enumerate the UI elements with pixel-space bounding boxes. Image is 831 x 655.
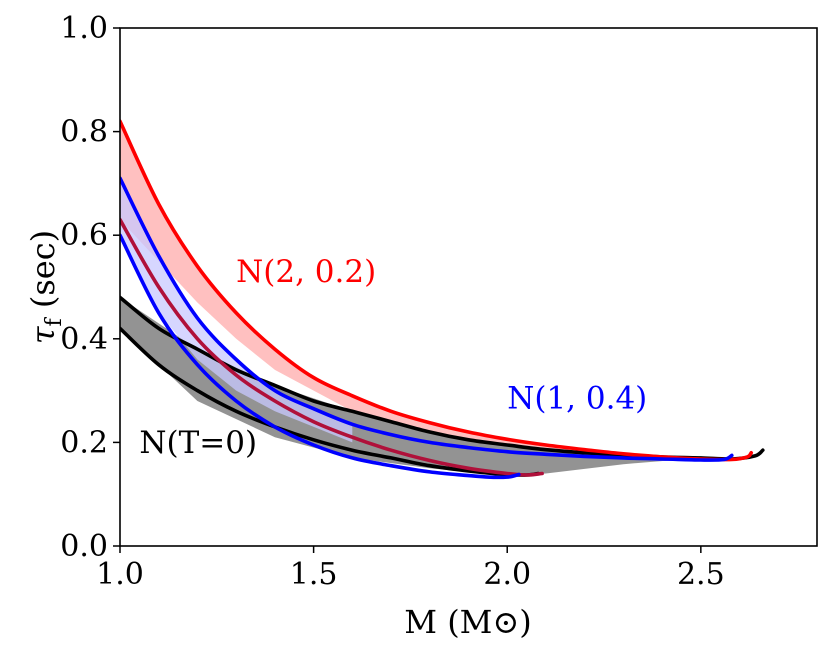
y-tick-label: 0.2 [60,425,108,460]
y-tick-label: 0.0 [60,529,108,564]
annotation-n-1-0-4: N(1, 0.4) [507,381,647,417]
series-layer [120,119,765,480]
y-axis: 0.0 0.2 0.4 0.6 0.8 1.0 [60,11,120,564]
y-tick-label: 0.8 [60,115,108,150]
x-tick-label: 1.0 [96,557,144,592]
x-axis: 1.0 1.5 2.0 2.5 [96,546,725,592]
x-tick-label: 1.5 [290,557,338,592]
series-line-n-2-0-2-3 [120,217,544,477]
y-tick-label: 0.4 [60,322,108,357]
x-tick-label: 2.5 [677,557,725,592]
y-tick-label: 1.0 [60,11,108,46]
series-line-n-1-0-4-4 [120,176,734,462]
annotation-n-2-0-2: N(2, 0.2) [236,254,376,290]
y-axis-title-subscript: f [42,316,67,326]
y-axis-title-unit: (sec) [24,230,62,318]
plot-frame [119,27,818,547]
band-t-0 [120,297,701,477]
series-line-n-1-0-4-5 [120,233,521,480]
y-axis-title: τf (sec) [24,230,67,344]
x-tick-label: 2.0 [483,557,531,592]
annotation-n-t-0: N(T=0) [139,425,257,461]
y-axis-title-symbol: τ [24,325,62,344]
x-axis-title: M (M⊙) [404,603,531,641]
svg-text:τf (sec): τf (sec) [24,230,67,344]
annotation-layer: N(2, 0.2) N(1, 0.4) N(T=0) [139,254,647,461]
y-tick-label: 0.6 [60,218,108,253]
